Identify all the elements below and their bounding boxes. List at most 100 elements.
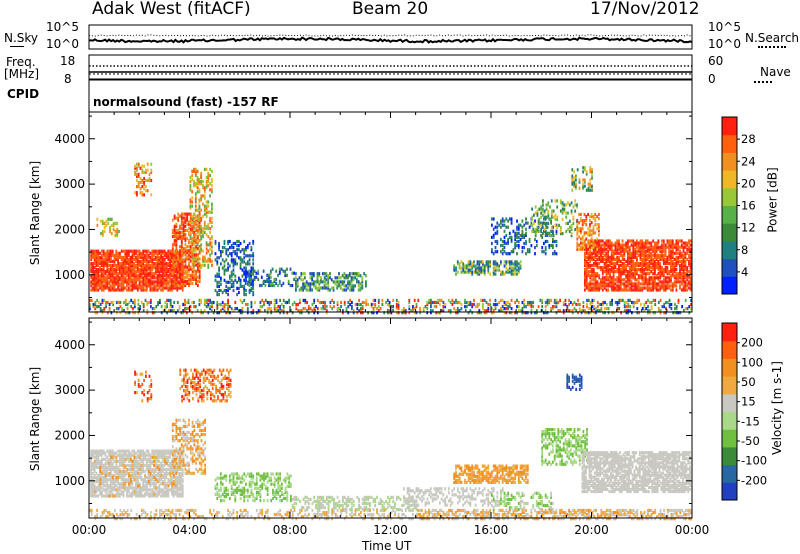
- heatmap-cell: [565, 203, 568, 207]
- heatmap-cell: [547, 211, 550, 215]
- heatmap-cell: [654, 261, 656, 266]
- heatmap-cell: [589, 223, 591, 227]
- heatmap-cell: [99, 463, 101, 467]
- heatmap-cell: [176, 284, 179, 288]
- heatmap-cell: [148, 300, 150, 305]
- heatmap-cell: [500, 309, 502, 313]
- heatmap-cell: [343, 288, 346, 292]
- heatmap-cell: [102, 274, 105, 278]
- heatmap-cell: [257, 309, 260, 313]
- heatmap-cell: [610, 278, 613, 282]
- heatmap-cell: [97, 486, 100, 490]
- heatmap-cell: [528, 225, 531, 229]
- heatmap-cell: [95, 472, 98, 476]
- heatmap-cell: [196, 218, 199, 222]
- heatmap-cell: [619, 251, 622, 255]
- heatmap-cell: [648, 278, 651, 282]
- heatmap-cell: [494, 305, 497, 309]
- heatmap-cell: [619, 272, 622, 276]
- heatmap-cell: [593, 311, 596, 315]
- heatmap-cell: [120, 263, 123, 268]
- heatmap-cell: [403, 307, 405, 311]
- heatmap-cell: [155, 305, 158, 309]
- heatmap-cell: [176, 274, 179, 278]
- heatmap-cell: [562, 300, 565, 305]
- heatmap-cell: [592, 239, 595, 243]
- heatmap-cell: [110, 268, 112, 272]
- heatmap-cell: [93, 282, 96, 286]
- heatmap-cell: [628, 274, 631, 278]
- heatmap-cell: [417, 298, 420, 302]
- heatmap-cell: [140, 253, 143, 257]
- heatmap-cell: [191, 300, 194, 305]
- heatmap-cell: [110, 492, 112, 496]
- heatmap-cell: [582, 305, 585, 309]
- heatmap-cell: [198, 233, 201, 237]
- heatmap-cell: [165, 276, 168, 280]
- heatmap-cell: [104, 261, 107, 266]
- heatmap-cell: [347, 305, 350, 309]
- heatmap-cell: [514, 260, 517, 264]
- heatmap-cell: [182, 230, 185, 234]
- heatmap-cell: [634, 261, 636, 266]
- heatmap-cell: [131, 272, 134, 276]
- heatmap-cell: [250, 266, 253, 270]
- heatmap-cell: [273, 309, 276, 313]
- heatmap-cell: [223, 239, 226, 244]
- heatmap-cell: [106, 270, 109, 274]
- heatmap-cell: [510, 266, 513, 270]
- heatmap-cell: [652, 261, 654, 266]
- heatmap-cell: [117, 261, 119, 266]
- heatmap-cell: [565, 215, 568, 219]
- heatmap-cell: [592, 243, 595, 247]
- heatmap-cell: [106, 459, 109, 463]
- heatmap-cell: [600, 253, 602, 257]
- heatmap-cell: [149, 286, 152, 290]
- heatmap-cell: [197, 257, 199, 261]
- heatmap-cell: [205, 206, 208, 210]
- heatmap-cell: [657, 255, 660, 259]
- heatmap-cell: [101, 465, 103, 469]
- heatmap-cell: [316, 298, 319, 302]
- heatmap-cell: [688, 311, 691, 315]
- heatmap-cell: [591, 270, 593, 274]
- heatmap-cell: [203, 302, 206, 307]
- heatmap-cell: [482, 264, 484, 268]
- heatmap-cell: [507, 241, 509, 246]
- heatmap-cell: [179, 224, 181, 228]
- heatmap-cell: [142, 251, 145, 255]
- heatmap-cell: [193, 263, 195, 267]
- heatmap-cell: [151, 259, 154, 263]
- heatmap-cell: [609, 268, 611, 272]
- heatmap-cell: [149, 278, 152, 282]
- heatmap-cell: [193, 253, 196, 257]
- heatmap-cell: [639, 245, 642, 249]
- heatmap-cell: [650, 276, 653, 280]
- heatmap-cell: [554, 213, 557, 217]
- heatmap-cell: [523, 233, 526, 237]
- heatmap-cell: [627, 276, 629, 280]
- heatmap-cell: [538, 207, 541, 211]
- heatmap-cell: [591, 168, 593, 172]
- heatmap-cell: [662, 261, 665, 266]
- heatmap-cell: [202, 255, 204, 259]
- heatmap-cell: [464, 298, 466, 302]
- heatmap-cell: [589, 249, 592, 253]
- heatmap-cell: [246, 280, 249, 284]
- heatmap-cell: [203, 196, 206, 200]
- heatmap-cell: [439, 302, 441, 307]
- heatmap-cell: [309, 276, 312, 280]
- heatmap-cell: [568, 203, 571, 207]
- heatmap-cell: [225, 288, 228, 293]
- heatmap-cell: [175, 261, 178, 265]
- heatmap-cell: [182, 224, 185, 228]
- heatmap-cell: [510, 307, 513, 311]
- heatmap-cell: [345, 307, 348, 311]
- heatmap-cell: [666, 261, 669, 266]
- heatmap-cell: [467, 300, 470, 305]
- heatmap-cell: [673, 282, 676, 286]
- heatmap-cell: [584, 184, 586, 188]
- heatmap-cell: [349, 298, 351, 302]
- heatmap-cell: [395, 305, 398, 309]
- heatmap-cell: [601, 276, 604, 280]
